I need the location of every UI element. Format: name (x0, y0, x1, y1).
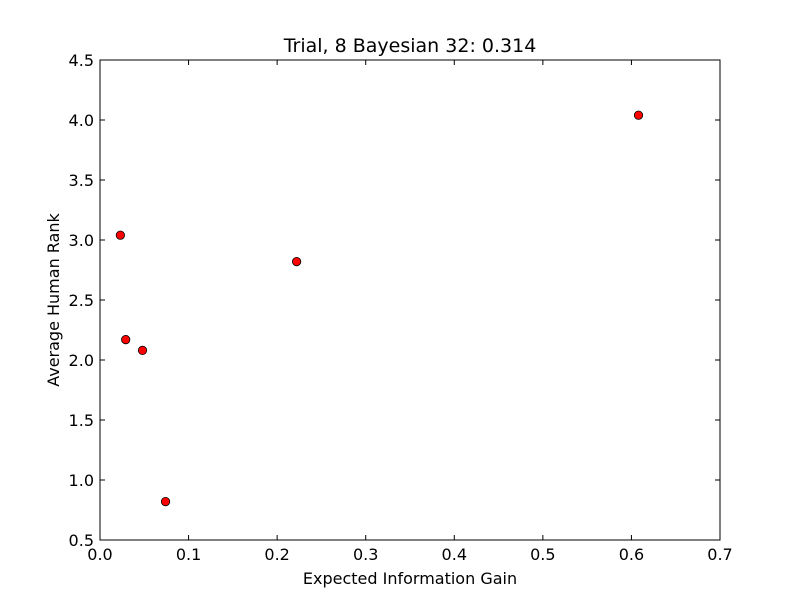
plot-frame (99, 59, 721, 541)
x-tick-label: 0.7 (707, 545, 732, 564)
x-tick-label: 0.1 (176, 545, 201, 564)
plot-area (100, 60, 720, 540)
data-point-4 (160, 496, 171, 507)
y-tick-label: 3.5 (69, 171, 94, 190)
data-point-1 (115, 230, 125, 240)
x-tick-label: 0.6 (619, 545, 644, 564)
y-axis-label: Average Human Rank (44, 212, 63, 386)
y-tick-label: 0.5 (69, 531, 94, 550)
x-axis-label: Expected Information Gain (303, 569, 517, 588)
x-tick-label: 0.2 (264, 545, 289, 564)
data-points (115, 110, 644, 507)
y-tick-label: 4.0 (69, 111, 94, 130)
y-tick-label: 2.5 (69, 291, 94, 310)
y-tick-label: 3.0 (69, 231, 94, 250)
data-point-6 (633, 110, 644, 120)
data-point-3 (137, 345, 148, 355)
y-tick-label: 2.0 (69, 351, 94, 370)
y-tick-label: 1.5 (69, 411, 94, 430)
y-tick-label: 4.5 (69, 51, 94, 70)
x-tick-label: 0.4 (442, 545, 467, 564)
data-point-5 (292, 256, 302, 267)
y-axis-ticks: 0.5 1.0 1.5 2.0 2.5 3.0 3.5 4.0 4.5 (69, 51, 720, 550)
chart-title: Trial, 8 Bayesian 32: 0.314 (283, 35, 537, 57)
data-point-2 (121, 334, 131, 345)
x-tick-label: 0.0 (87, 545, 112, 564)
x-tick-label: 0.5 (530, 545, 555, 564)
x-axis-ticks: 0.0 0.1 0.2 0.3 0.4 0.5 0.6 0.7 (87, 60, 733, 564)
y-tick-label: 1.0 (69, 471, 94, 490)
x-tick-label: 0.3 (353, 545, 378, 564)
plot-background (100, 60, 720, 540)
